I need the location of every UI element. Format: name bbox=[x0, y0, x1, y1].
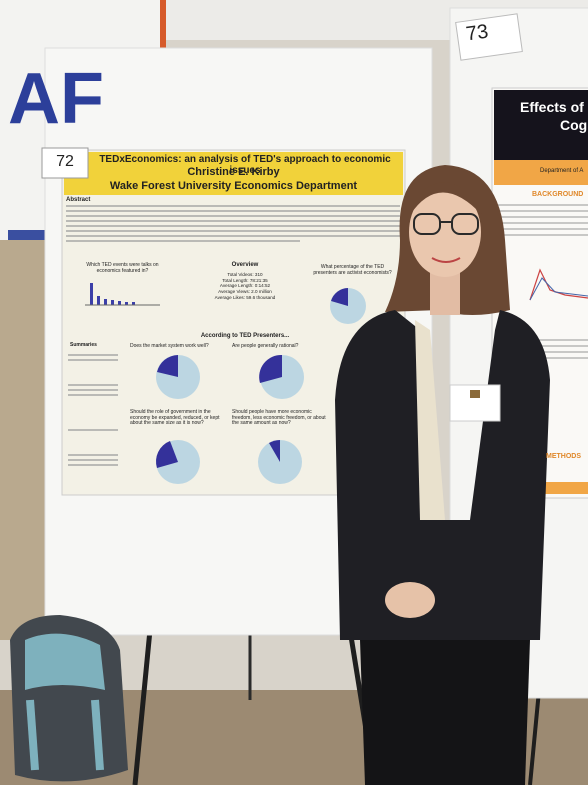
poster-department: Wake Forest University Economics Departm… bbox=[109, 180, 358, 192]
poster-title: TEDxEconomics: an analysis of TED's appr… bbox=[99, 154, 391, 176]
overview-line: Average Length: 0:14:52 bbox=[219, 283, 271, 289]
chart-question: Should the role of government in the eco… bbox=[130, 409, 220, 426]
chart-question: Are people generally rational? bbox=[232, 343, 299, 349]
poster-author: Christine E. Kirby bbox=[187, 166, 280, 178]
number-card bbox=[455, 13, 523, 61]
board-letters: AF bbox=[8, 59, 104, 139]
section-heading: BACKGROUND bbox=[532, 191, 584, 198]
chart-question: Does the market system work well? bbox=[130, 343, 209, 349]
overview-list: Total Videos: 310 Total Length: 78:21:35… bbox=[200, 272, 290, 301]
section-heading: Abstract bbox=[66, 197, 91, 203]
number-card bbox=[41, 147, 89, 179]
section-heading: METHODS bbox=[546, 453, 581, 460]
overview-line: Average Views: 2.0 million bbox=[218, 289, 272, 295]
poster-department: Department of A bbox=[540, 168, 584, 174]
section-heading: Overview bbox=[231, 262, 259, 268]
pie-image bbox=[156, 288, 366, 484]
overview-line: Average Likes: 59.6 thousand bbox=[214, 294, 276, 300]
chart-question: What percentage of the TED presenters ar… bbox=[313, 264, 392, 276]
poster-number: 72 bbox=[56, 153, 74, 170]
section-heading: According to TED Presenters... bbox=[200, 333, 290, 339]
poster-title: Effects of 1 bbox=[520, 99, 588, 115]
backpack bbox=[10, 615, 128, 782]
section-heading: Summaries bbox=[70, 342, 97, 348]
overview-line: Total Length: 78:21:35 bbox=[222, 277, 268, 283]
poster-title: Cog bbox=[560, 117, 588, 133]
chart-question: Should people have more economic freedom… bbox=[232, 409, 326, 426]
person bbox=[335, 165, 550, 785]
chart-question: Which TED events were talks on economics… bbox=[86, 262, 159, 274]
overview-line: Total Videos: 310 bbox=[227, 272, 263, 277]
poster-number: 73 bbox=[464, 20, 490, 46]
